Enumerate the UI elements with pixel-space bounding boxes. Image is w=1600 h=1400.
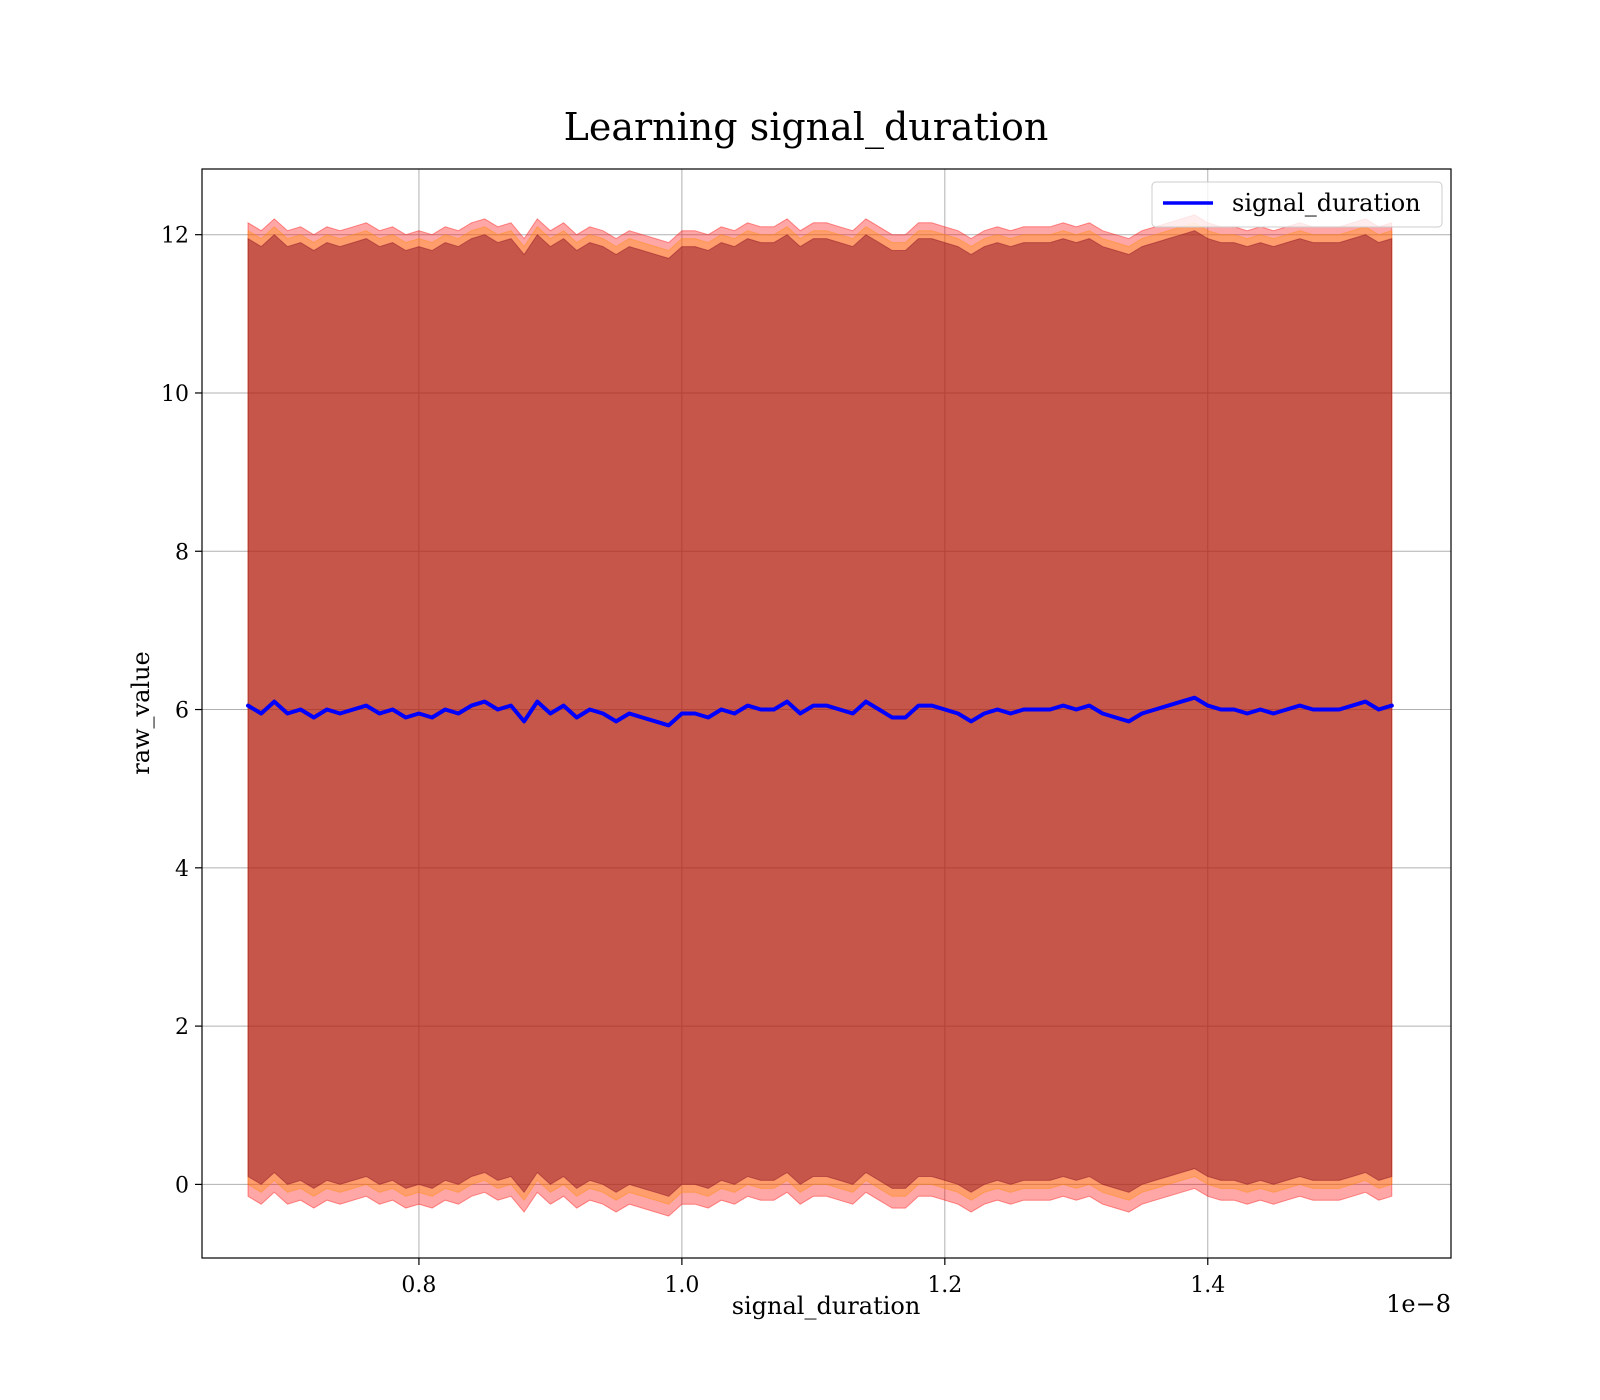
x-offset-text: 1e−8	[1386, 1290, 1451, 1318]
y-tick-label: 6	[175, 699, 189, 724]
y-tick-label: 2	[175, 1015, 189, 1040]
series-line-signal-duration	[246, 695, 1394, 728]
x-tick-label: 1.0	[664, 1273, 699, 1298]
x-tick-label: 0.8	[401, 1273, 436, 1298]
x-axis-ticks: 0.8 1.0 1.2 1.4	[401, 1258, 1225, 1298]
y-tick-label: 4	[175, 857, 189, 882]
y-axis-label: raw_value	[127, 651, 155, 775]
y-tick-label: 10	[161, 382, 189, 407]
x-tick-label: 1.4	[1190, 1273, 1225, 1298]
y-tick-label: 8	[175, 540, 189, 565]
legend-label: signal_duration	[1232, 189, 1421, 217]
confidence-band	[247, 214, 1393, 1217]
legend: signal_duration	[1151, 181, 1443, 228]
legend-box	[1151, 181, 1443, 228]
x-tick-label: 1.2	[927, 1273, 962, 1298]
chart-title: Learning signal_duration	[564, 105, 1049, 150]
plot-frame	[201, 168, 1452, 1259]
line-layer	[246, 695, 1394, 728]
y-tick-label: 0	[175, 1173, 189, 1198]
x-axis-label: signal_duration	[732, 1292, 921, 1320]
y-tick-label: 12	[161, 224, 189, 249]
confidence-band	[247, 230, 1393, 1197]
band-layer	[247, 214, 1393, 1217]
y-axis-ticks: 0 2 4 6 8 10 12	[161, 224, 202, 1198]
confidence-band	[247, 222, 1393, 1205]
